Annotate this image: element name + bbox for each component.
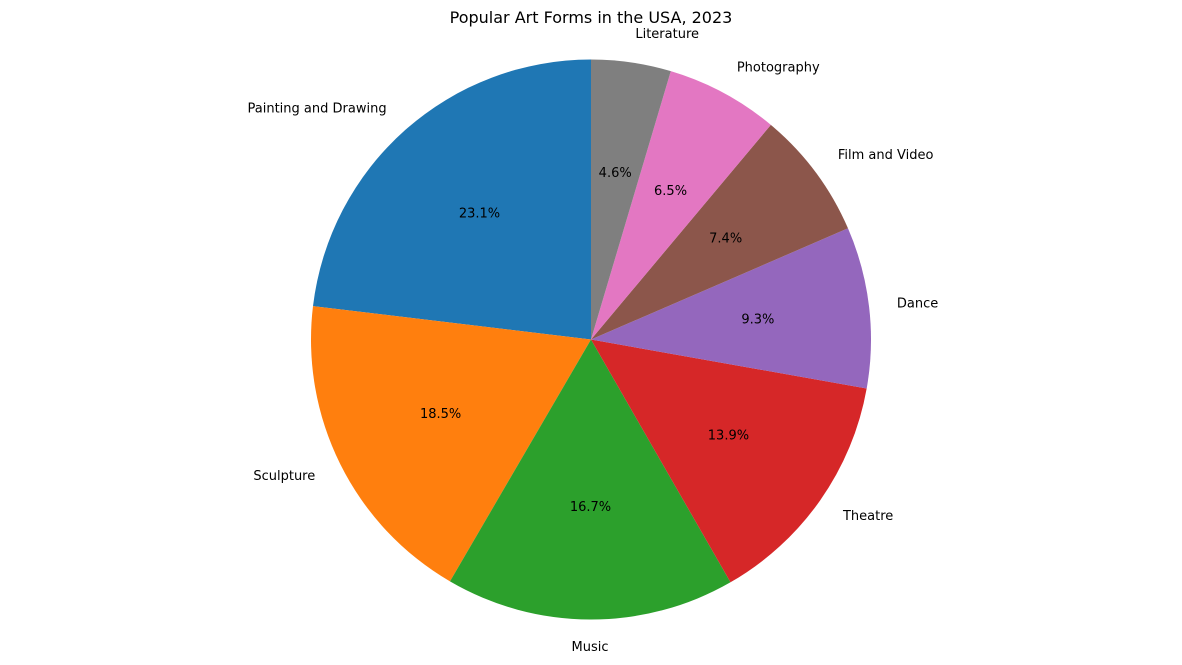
category-label-literature: Literature [635,27,699,42]
category-label-photography: Photography [737,61,820,76]
pie-slice-photography [591,71,771,340]
pie-slices [310,59,872,620]
category-label-painting-and-drawing: Painting and Drawing [248,102,387,117]
pie-slice-literature [591,59,671,340]
percent-label-literature: 4.6% [599,166,632,181]
pie-slice-film-and-video [591,124,848,340]
category-label-dance: Dance [897,296,938,311]
pie-slice-dance [591,228,872,389]
percent-labels: 23.1% 18.5% 16.7% 13.9% 9.3% 7.4% 6.5% 4.6% [420,166,774,515]
percent-label-photography: 6.5% [654,184,687,199]
percent-label-music: 16.7% [570,500,611,515]
chart-title: Popular Art Forms in the USA, 2023 [450,8,733,27]
percent-label-theatre: 13.9% [708,429,749,444]
percent-label-painting-and-drawing: 23.1% [459,206,500,221]
percent-label-film-and-video: 7.4% [709,232,742,247]
pie-slice-music [449,339,731,620]
pie-slice-sculpture [310,306,591,582]
category-label-music: Music [572,640,609,655]
category-label-sculpture: Sculpture [253,469,315,484]
category-label-film-and-video: Film and Video [838,148,934,163]
category-label-theatre: Theatre [842,509,893,524]
percent-label-sculpture: 18.5% [420,407,461,422]
category-labels: Painting and Drawing Sculpture Music Theatr… [248,27,939,655]
pie-slice-theatre [591,339,867,583]
pie-slice-painting-and-drawing [312,59,591,340]
percent-label-dance: 9.3% [741,313,774,328]
